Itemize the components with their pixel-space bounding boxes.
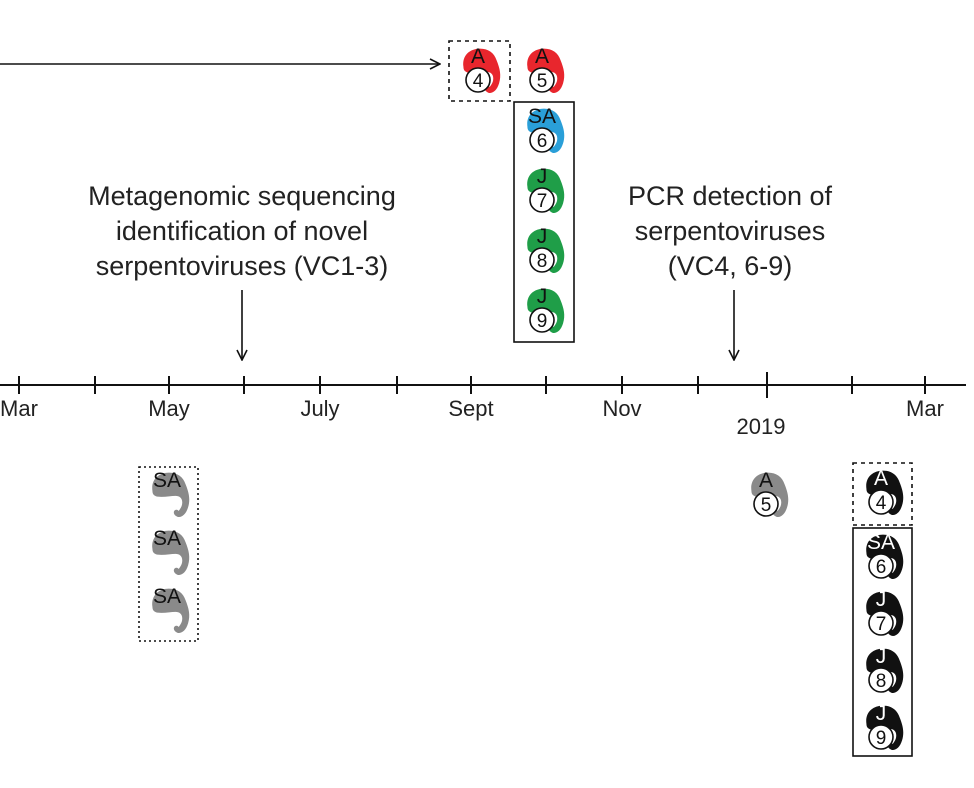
lizard-icon: J7 [527, 165, 565, 213]
age-class-label: SA [153, 585, 181, 608]
animal-number-circle [529, 307, 555, 333]
animal-number-circle [868, 724, 894, 750]
age-class-label: J [876, 588, 887, 611]
month-label-may: May [148, 396, 190, 421]
box-lower-stack [852, 527, 913, 757]
pcr-line-3: (VC4, 6-9) [668, 251, 793, 281]
timeline-ticks [18, 376, 926, 394]
animal-number: 5 [537, 71, 548, 92]
age-class-label: J [876, 645, 887, 668]
metagenomic-line-3: serpentoviruses (VC1-3) [96, 251, 389, 281]
animal-number-circle [465, 67, 491, 93]
age-class-label: SA [867, 531, 895, 554]
pcr-line-2: serpentoviruses [635, 216, 826, 246]
box-red-a4 [448, 40, 511, 102]
animal-number: 8 [876, 671, 887, 692]
month-label-sept: Sept [448, 396, 493, 421]
month-label-july: July [300, 396, 339, 421]
box-may-group [138, 466, 199, 642]
animal-number: 6 [537, 131, 548, 152]
animal-number: 5 [761, 495, 772, 516]
lizard-icon: A4 [463, 45, 501, 93]
animal-number: 4 [473, 71, 484, 92]
age-class-label: J [537, 225, 548, 248]
lizard-icon: J8 [527, 225, 565, 273]
animal-number-circle [529, 247, 555, 273]
lizard-icon: J7 [866, 588, 904, 636]
age-class-label: SA [528, 105, 556, 128]
animal-number-circle [868, 667, 894, 693]
animal-number: 4 [876, 493, 887, 514]
animal-number-circle [529, 187, 555, 213]
animal-number-circle [529, 127, 555, 153]
lizard-icon: SA [152, 585, 190, 633]
animal-number: 7 [876, 614, 887, 635]
month-label-mar: Mar [0, 396, 38, 421]
lizard-icon: SA 6 [527, 105, 565, 153]
age-class-label: J [537, 165, 548, 188]
age-class-label: J [876, 702, 887, 725]
year-label: 2019 [737, 414, 786, 439]
animal-number: 7 [537, 191, 548, 212]
month-label-nov: Nov [602, 396, 641, 421]
animal-number-circle [868, 489, 894, 515]
age-class-label: A [759, 469, 773, 492]
metagenomic-line-1: Metagenomic sequencing [88, 181, 396, 211]
age-class-label: SA [153, 469, 181, 492]
lizard-icon: J8 [866, 645, 904, 693]
pcr-annotation: PCR detection of serpentoviruses (VC4, 6… [628, 181, 833, 281]
pcr-line-1: PCR detection of [628, 181, 833, 211]
box-upper-stack [513, 101, 575, 343]
age-class-label: J [537, 285, 548, 308]
lizard-icon: SA 6 [866, 531, 904, 579]
lizard-icon: A5 [751, 469, 789, 517]
age-class-label: SA [153, 527, 181, 550]
lizard-icon: SA [152, 469, 190, 517]
age-class-label: A [535, 45, 549, 68]
lizard-icon: J9 [866, 702, 904, 750]
lizard-icon: A5 [527, 45, 565, 93]
lizard-icon: SA [152, 527, 190, 575]
animal-number-circle [868, 553, 894, 579]
lizard-icon: J9 [527, 285, 565, 333]
animal-number-circle [753, 491, 779, 517]
animal-number: 6 [876, 557, 887, 578]
animal-number: 9 [876, 728, 887, 749]
age-class-label: A [471, 45, 485, 68]
animal-number-circle [529, 67, 555, 93]
age-class-label: A [874, 467, 888, 490]
metagenomic-line-2: identification of novel [116, 216, 368, 246]
month-label-mar-2019: Mar [906, 396, 944, 421]
animal-number: 9 [537, 311, 548, 332]
lizard-icon: A4 [866, 467, 904, 515]
box-black-a4 [852, 462, 913, 526]
animal-number: 8 [537, 251, 548, 272]
metagenomic-annotation: Metagenomic sequencing identification of… [88, 181, 396, 281]
animal-number-circle [868, 610, 894, 636]
